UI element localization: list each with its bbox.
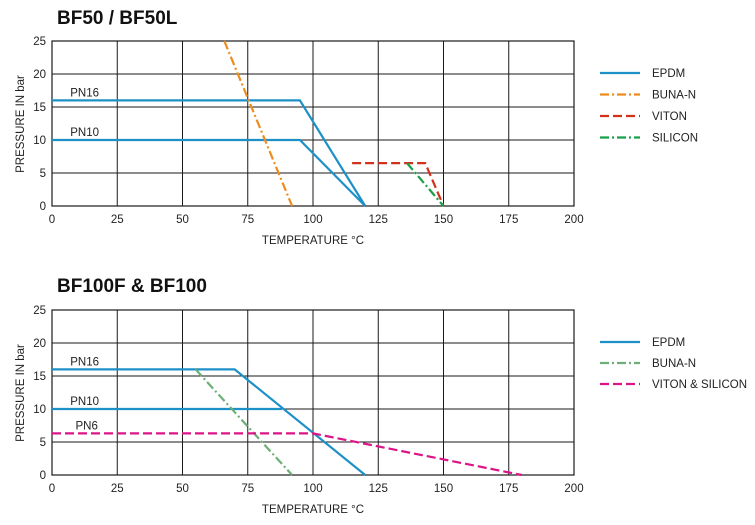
legend: EPDM BUNA-N VITON & SILICON: [600, 337, 747, 391]
series-line: [223, 40, 294, 207]
plot-frame: [51, 40, 575, 207]
legend-label: BUNA-N: [652, 90, 696, 102]
legend-label: SILICON: [652, 133, 698, 145]
chart-title: BF100F & BF100: [57, 276, 207, 297]
x-tick-label: 150: [434, 214, 453, 226]
x-tick-label: 125: [369, 483, 388, 495]
legend-label: VITON: [652, 111, 687, 123]
chart-title: BF50 / BF50L: [57, 8, 178, 29]
y-tick-label: 5: [40, 437, 46, 449]
x-tick-label: 150: [434, 483, 453, 495]
x-tick-label: 175: [499, 483, 518, 495]
x-tick-label: 200: [564, 214, 583, 226]
y-tick-label: 5: [40, 168, 46, 180]
y-tick-label: 20: [33, 69, 46, 81]
legend-label: EPDM: [652, 68, 685, 80]
plot-area: 0 25 50 75 100 125 150 175 200 0 5 10 15 20 25 PN16 PN10…: [33, 305, 583, 495]
x-tick-label: 0: [49, 483, 55, 495]
y-tick-label: 20: [33, 338, 46, 350]
x-tick-label: 125: [369, 214, 388, 226]
series-annotation: PN6: [75, 420, 97, 432]
legend-label: VITON & SILICON: [652, 379, 747, 391]
y-tick-label: 10: [33, 135, 46, 147]
series-annotation: PN16: [70, 356, 99, 368]
y-tick-label: 15: [33, 102, 46, 114]
y-tick-label: 10: [33, 404, 46, 416]
x-tick-label: 50: [176, 483, 189, 495]
legend-label: EPDM: [652, 337, 685, 349]
series-line: [52, 99, 367, 207]
legend: EPDM BUNA-N VITON SILICON: [600, 68, 698, 145]
x-tick-label: 100: [303, 214, 322, 226]
x-tick-label: 0: [49, 214, 55, 226]
series-annotation: PN16: [70, 87, 99, 99]
x-tick-label: 100: [303, 483, 322, 495]
x-tick-label: 175: [499, 214, 518, 226]
series-line: [52, 432, 523, 477]
plot-frame: [51, 309, 575, 476]
series-annotation: PN10: [70, 396, 99, 408]
x-tick-label: 25: [111, 214, 124, 226]
chart-bf50: BF50 / BF50L TEMPERATURE °C PRESSURE IN …: [15, 8, 698, 247]
x-tick-label: 75: [241, 214, 254, 226]
legend-label: BUNA-N: [652, 358, 696, 370]
y-axis-label: PRESSURE IN bar: [15, 75, 27, 173]
x-axis-label: TEMPERATURE °C: [262, 235, 364, 247]
series-line: [52, 138, 366, 207]
x-tick-label: 25: [111, 483, 124, 495]
x-tick-label: 50: [176, 214, 189, 226]
y-tick-label: 0: [40, 470, 46, 482]
x-tick-label: 75: [241, 483, 254, 495]
series-line: [194, 368, 293, 476]
series-annotation: PN10: [70, 127, 99, 139]
chart-bf100: BF100F & BF100 TEMPERATURE °C PRESSURE I…: [15, 276, 747, 516]
y-tick-label: 0: [40, 201, 46, 213]
series-line: [52, 368, 366, 476]
series-line: [352, 162, 445, 207]
series-line: [406, 162, 445, 207]
x-axis-label: TEMPERATURE °C: [262, 504, 364, 516]
plot-area: 0 25 50 75 100 125 150 175 200 0 5 10 15 20 25 PN16 PN10: [33, 36, 583, 226]
x-tick-label: 200: [564, 483, 583, 495]
y-tick-label: 25: [33, 36, 46, 48]
y-tick-label: 15: [33, 371, 46, 383]
y-tick-label: 25: [33, 305, 46, 317]
y-axis-label: PRESSURE IN bar: [15, 344, 27, 442]
